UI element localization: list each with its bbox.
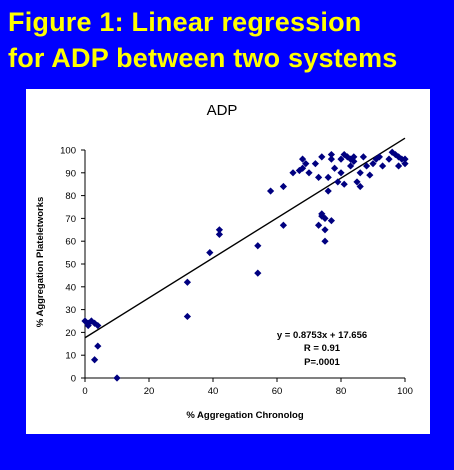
x-axis-label: % Aggregation Chronolog [186,410,304,421]
data-point [327,150,335,159]
data-point [340,180,348,188]
data-point [318,153,326,161]
data-point [315,173,323,181]
x-tick-label: 40 [208,386,219,397]
axes: 0 10 20 30 40 50 60 70 80 90 100 0 20 40 60 80 100 [60,146,413,398]
data-point [327,155,335,163]
data-point [369,160,377,168]
y-tick-label: 0 [71,374,76,385]
y-tick-label: 30 [65,305,76,316]
y-tick-label: 60 [65,237,76,248]
y-axis-label: % Aggregation Plateletworks [35,197,46,328]
regression-annotation: R = 0.91 [304,343,341,354]
y-tick-label: 90 [65,168,76,179]
regression-annotation: y = 0.8753x + 17.656 [277,330,367,341]
annotation-group: y = 0.8753x + 17.656 R = 0.91 P=.0001 [277,330,367,368]
data-point [391,150,399,159]
data-point [267,187,275,195]
data-point [113,374,121,382]
trendline [84,137,406,339]
data-point [401,155,409,163]
slide-title: Figure 1: Linear regression for ADP betw… [8,4,448,76]
x-tick-label: 60 [272,386,283,397]
data-point [91,356,99,364]
data-point [318,212,326,220]
data-point [321,237,329,245]
y-tick-label: 50 [65,260,76,271]
data-point [334,178,342,186]
y-tick-label: 100 [60,146,76,157]
data-point [343,153,351,161]
data-point [94,321,102,330]
data-point [321,226,329,234]
data-point [395,162,403,170]
scatter-chart: ADP 0 10 20 30 40 50 60 70 80 90 100 0 20 40 60 80 100 y… [35,102,413,421]
data-point [302,160,310,168]
data-point [324,187,332,195]
data-point [183,278,191,286]
data-point [299,164,307,172]
x-tick-label: 100 [397,386,413,397]
data-point [289,169,297,177]
y-tick-label: 80 [65,191,76,202]
slide-title-line-2: for ADP between two systems [8,43,398,73]
data-point [350,157,358,165]
data-point [311,160,319,168]
data-point [388,148,396,156]
data-point [372,155,380,163]
data-point [356,169,364,177]
data-point [359,153,367,161]
data-point [84,321,92,330]
data-points [81,148,409,382]
data-point [356,182,364,191]
y-tick-label: 20 [65,328,76,339]
data-point [337,169,345,177]
data-point [299,155,307,163]
data-point [94,342,102,350]
data-point [385,155,393,163]
data-point [315,221,323,229]
data-point [347,155,355,163]
data-point [295,166,303,175]
y-tick-label: 10 [65,351,76,362]
data-point [401,160,409,168]
data-point [327,217,335,225]
data-point [254,269,262,277]
data-point [324,173,332,181]
data-point [363,162,371,170]
x-tick-label: 0 [82,386,87,397]
y-tick-label: 70 [65,214,76,225]
x-tick-label: 20 [144,386,155,397]
data-point [337,155,345,163]
data-point [215,230,223,238]
data-point [254,242,262,250]
data-point [305,169,313,177]
data-point [366,171,374,179]
slide-title-line-1: Figure 1: Linear regression [8,7,362,37]
data-point [331,164,339,172]
trendline-group [84,137,406,339]
chart-title: ADP [207,102,238,119]
data-point [350,153,358,161]
data-point [375,153,383,161]
data-point [395,153,403,161]
data-point [206,249,214,257]
data-point [379,162,387,170]
data-point [215,226,223,234]
data-point [321,214,329,222]
data-point [347,162,355,170]
x-tick-label: 80 [336,386,347,397]
regression-annotation: P=.0001 [304,357,340,368]
data-point [183,312,191,321]
data-point [353,178,361,186]
data-point [279,182,287,191]
data-point [279,221,287,229]
chart-panel: ADP 0 10 20 30 40 50 60 70 80 90 100 0 20 40 60 80 100 y… [26,89,430,434]
y-tick-label: 40 [65,282,76,293]
